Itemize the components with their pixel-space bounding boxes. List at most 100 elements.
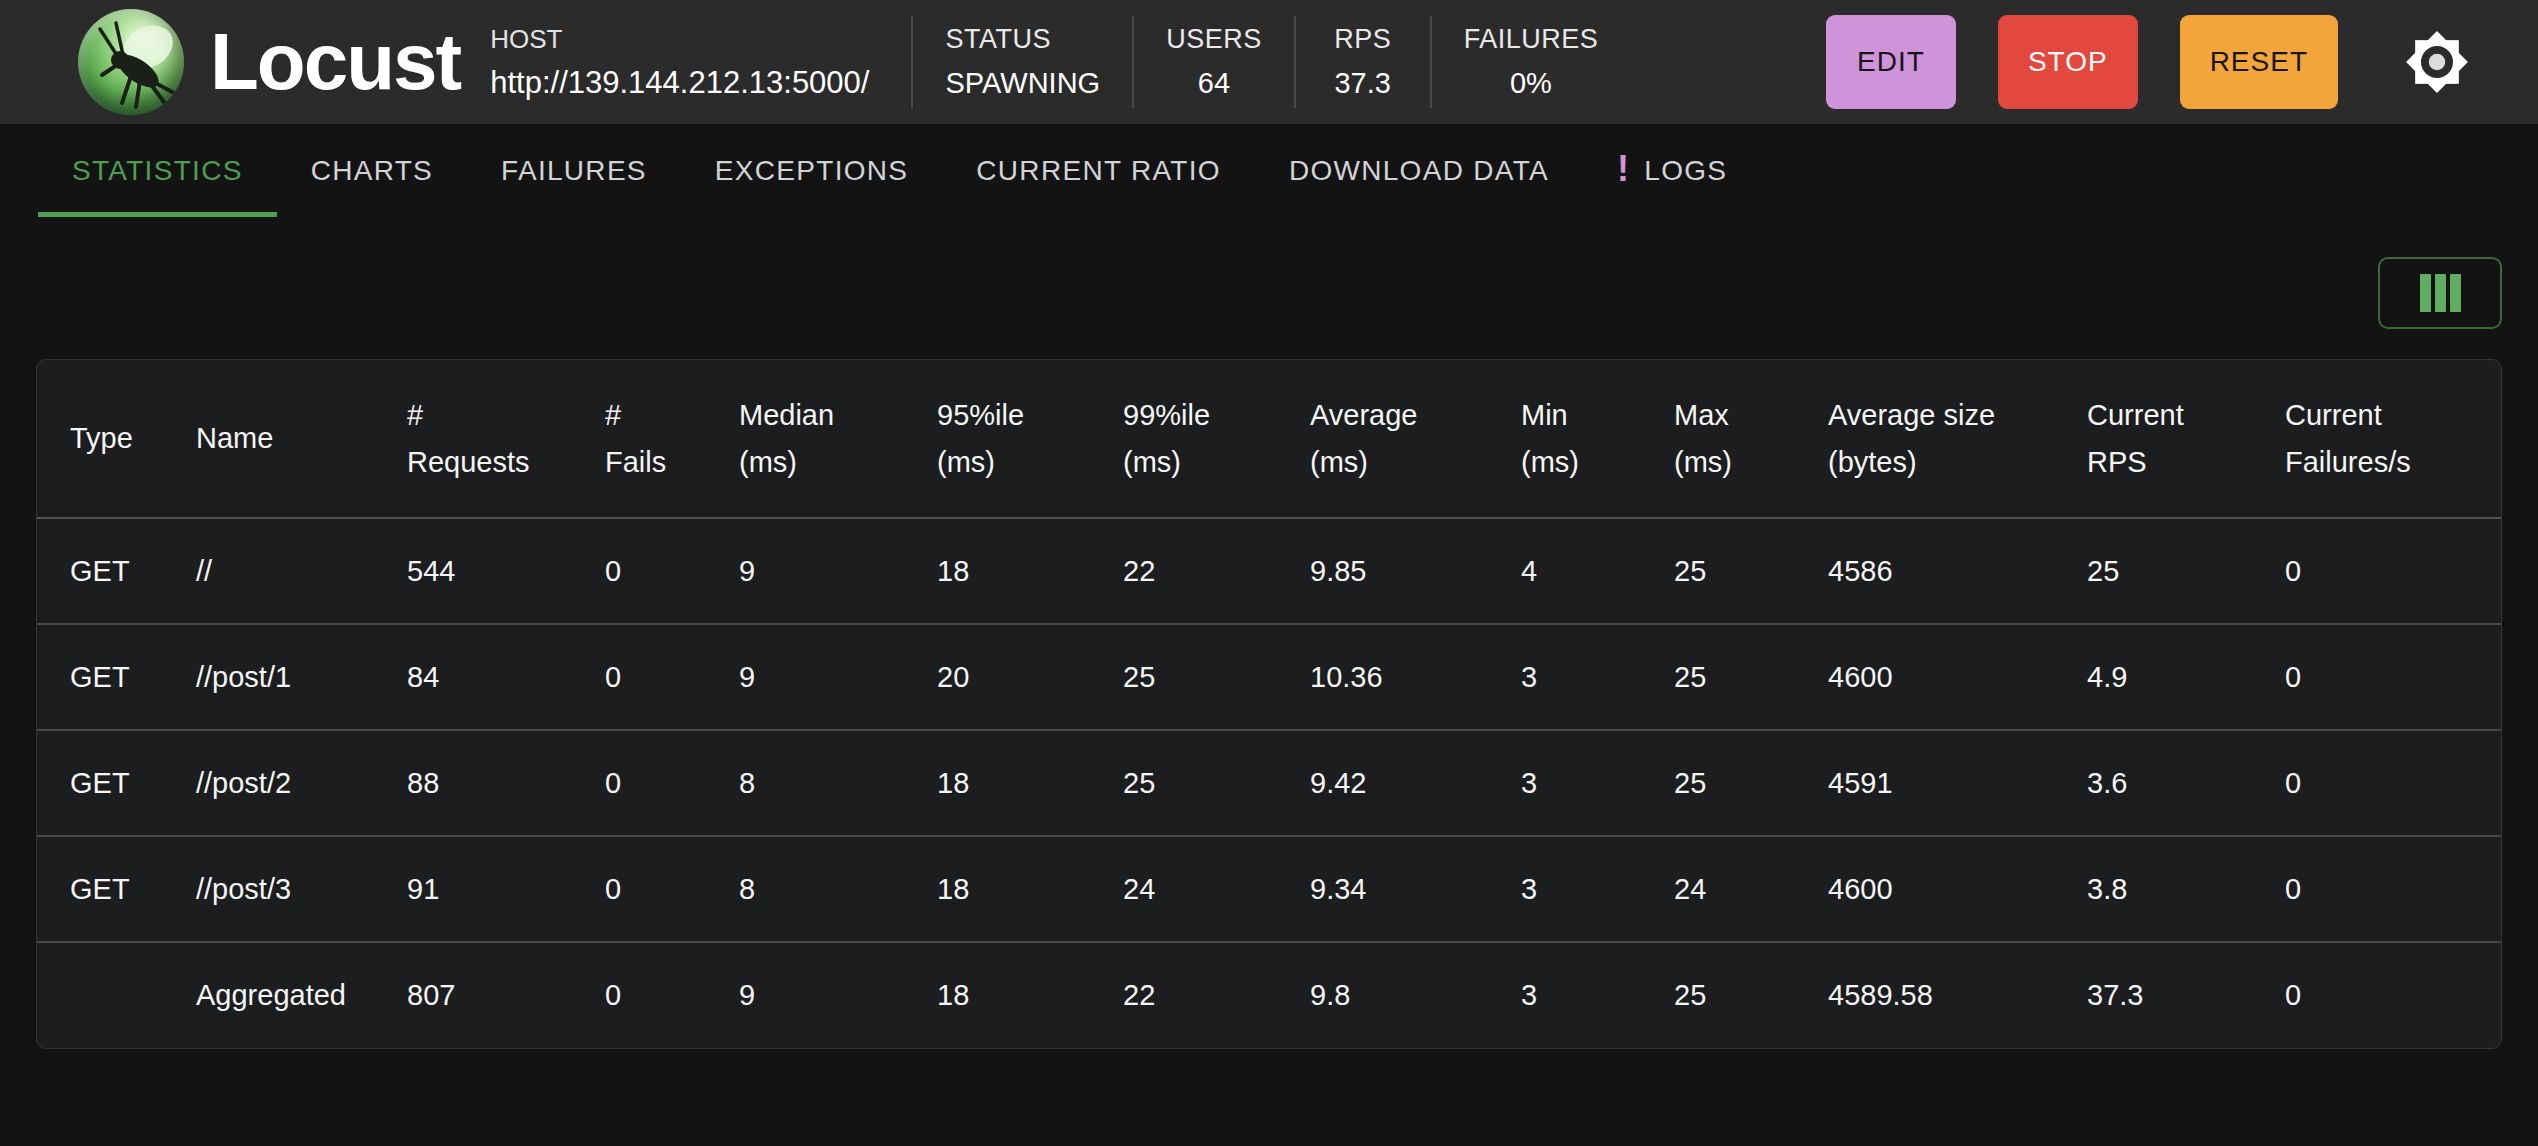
- column-header-max[interactable]: Max(ms): [1641, 360, 1795, 518]
- tab-failures[interactable]: FAILURES: [467, 125, 681, 217]
- table-cell: 37.3: [2054, 942, 2252, 1048]
- column-header-average[interactable]: Average(ms): [1277, 360, 1488, 518]
- table-cell: 25: [2054, 518, 2252, 624]
- reset-button[interactable]: RESET: [2180, 15, 2338, 109]
- table-cell: GET: [37, 518, 163, 624]
- tab-label: CHARTS: [311, 155, 433, 187]
- table-cell: 0: [2252, 624, 2501, 730]
- tab-statistics[interactable]: STATISTICS: [38, 125, 277, 217]
- app-title: Locust: [210, 22, 460, 102]
- table-cell: 18: [904, 836, 1090, 942]
- table-cell: 22: [1090, 518, 1277, 624]
- table-cell: 0: [572, 836, 706, 942]
- table-row: GET//post/18409202510.3632546004.90: [37, 624, 2501, 730]
- statistics-card: TypeName#Requests#FailsMedian(ms)95%ile(…: [36, 359, 2502, 1049]
- settings-gear-icon[interactable]: [2404, 29, 2470, 95]
- table-cell: 88: [374, 730, 572, 836]
- column-header--[interactable]: #Requests: [374, 360, 572, 518]
- table-cell: 4586: [1795, 518, 2054, 624]
- statistics-table: TypeName#Requests#FailsMedian(ms)95%ile(…: [37, 360, 2501, 1048]
- tab-charts[interactable]: CHARTS: [277, 125, 467, 217]
- table-cell: 20: [904, 624, 1090, 730]
- tab-label: STATISTICS: [72, 155, 243, 187]
- stat-rps: RPS37.3: [1328, 24, 1398, 100]
- stat-value: SPAWNING: [945, 67, 1100, 100]
- column-header-95-ile[interactable]: 95%ile(ms): [904, 360, 1090, 518]
- header-stats: STATUS SPAWNING USERS 64 RPS37.3 FAILURES 0%: [879, 16, 1598, 108]
- table-cell: 0: [2252, 836, 2501, 942]
- table-cell: 0: [2252, 730, 2501, 836]
- stat-divider: [911, 16, 913, 108]
- table-cell: 25: [1090, 624, 1277, 730]
- stat-divider: [1132, 16, 1134, 108]
- table-cell: 3: [1488, 730, 1641, 836]
- view-columns-icon: [2420, 274, 2461, 312]
- table-cell: 25: [1090, 730, 1277, 836]
- table-cell: //post/3: [163, 836, 374, 942]
- table-cell: 4589.58: [1795, 942, 2054, 1048]
- column-selector-button[interactable]: [2378, 257, 2502, 329]
- table-cell: 0: [2252, 518, 2501, 624]
- tab-download-data[interactable]: DOWNLOAD DATA: [1255, 125, 1583, 217]
- column-header-current[interactable]: CurrentFailures/s: [2252, 360, 2501, 518]
- table-cell: 24: [1090, 836, 1277, 942]
- locust-app: Locust HOST http://139.144.212.13:5000/ …: [0, 0, 2538, 1146]
- tab-label: DOWNLOAD DATA: [1289, 155, 1549, 187]
- stat-value: 64: [1166, 67, 1262, 100]
- locust-logo-icon: [78, 9, 184, 115]
- table-cell: 9.85: [1277, 518, 1488, 624]
- table-row: GET//post/2880818259.4232545913.60: [37, 730, 2501, 836]
- tab-bar: STATISTICS CHARTS FAILURESEXCEPTIONSCURREN…: [0, 125, 2538, 217]
- table-cell: 3: [1488, 942, 1641, 1048]
- table-cell: 9: [706, 942, 904, 1048]
- table-cell: 544: [374, 518, 572, 624]
- stat-divider: [1294, 16, 1296, 108]
- column-header--[interactable]: #Fails: [572, 360, 706, 518]
- header-actions: EDIT STOP RESET: [1826, 15, 2338, 109]
- edit-button[interactable]: EDIT: [1826, 15, 1956, 109]
- table-cell: 4591: [1795, 730, 2054, 836]
- table-cell: //post/2: [163, 730, 374, 836]
- table-row: GET//post/3910818249.3432446003.80: [37, 836, 2501, 942]
- table-cell: 9.42: [1277, 730, 1488, 836]
- table-cell: 18: [904, 942, 1090, 1048]
- table-cell: 84: [374, 624, 572, 730]
- table-cell: 0: [572, 730, 706, 836]
- column-header-min[interactable]: Min(ms): [1488, 360, 1641, 518]
- tab-current-ratio[interactable]: CURRENT RATIO: [942, 125, 1255, 217]
- table-cell: 18: [904, 518, 1090, 624]
- table-cell: 25: [1641, 518, 1795, 624]
- stat-label: FAILURES: [1464, 24, 1599, 55]
- column-header-name[interactable]: Name: [163, 360, 374, 518]
- table-cell: 4.9: [2054, 624, 2252, 730]
- tab-exceptions[interactable]: EXCEPTIONS: [681, 125, 942, 217]
- table-cell: 25: [1641, 624, 1795, 730]
- table-cell: GET: [37, 624, 163, 730]
- table-cell: 8: [706, 730, 904, 836]
- table-cell: 24: [1641, 836, 1795, 942]
- table-cell: //post/1: [163, 624, 374, 730]
- column-header-type[interactable]: Type: [37, 360, 163, 518]
- stat-value: 0%: [1464, 67, 1599, 100]
- table-cell: 807: [374, 942, 572, 1048]
- column-header-current[interactable]: CurrentRPS: [2054, 360, 2252, 518]
- table-row: GET//5440918229.854254586250: [37, 518, 2501, 624]
- table-cell: Aggregated: [163, 942, 374, 1048]
- table-cell: 9.8: [1277, 942, 1488, 1048]
- column-header-median[interactable]: Median(ms): [706, 360, 904, 518]
- stat-label: STATUS: [945, 24, 1100, 55]
- table-header-row: TypeName#Requests#FailsMedian(ms)95%ile(…: [37, 360, 2501, 518]
- host-label: HOST: [490, 24, 869, 55]
- host-block: HOST http://139.144.212.13:5000/: [490, 24, 869, 101]
- stop-button[interactable]: STOP: [1998, 15, 2138, 109]
- stat-status: STATUS SPAWNING: [945, 24, 1100, 100]
- stat-label: USERS: [1166, 24, 1262, 55]
- table-row: Aggregated8070918229.83254589.5837.30: [37, 942, 2501, 1048]
- stat-users: USERS 64: [1166, 24, 1262, 100]
- tab-logs[interactable]: !LOGS: [1583, 125, 1761, 217]
- column-header-99-ile[interactable]: 99%ile(ms): [1090, 360, 1277, 518]
- stat-label: RPS: [1328, 24, 1398, 55]
- table-cell: 3.8: [2054, 836, 2252, 942]
- logs-alert-badge: !: [1617, 151, 1630, 187]
- column-header-average-size[interactable]: Average size(bytes): [1795, 360, 2054, 518]
